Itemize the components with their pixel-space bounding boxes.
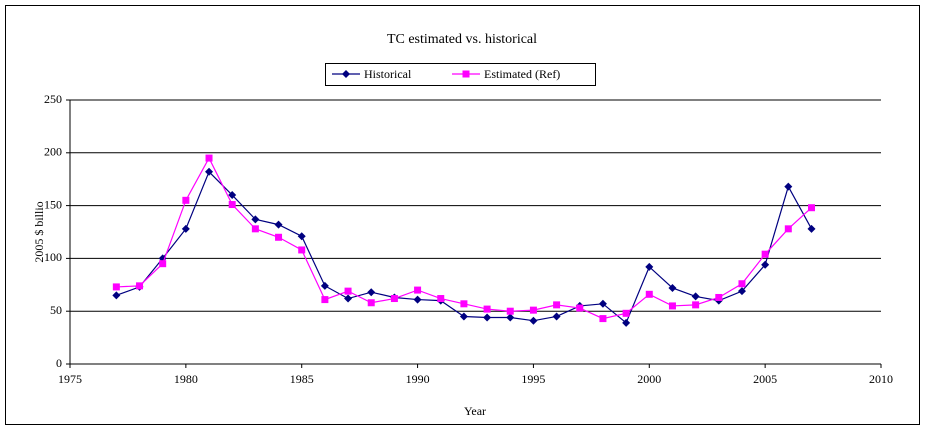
x-tick-label: 1995 [521, 372, 545, 386]
marker [437, 295, 445, 303]
x-tick-label: 1975 [58, 372, 82, 386]
marker [275, 233, 283, 241]
marker [182, 196, 190, 204]
x-tick-label: 2010 [869, 372, 893, 386]
marker [668, 302, 676, 310]
marker [413, 295, 422, 304]
marker [506, 313, 515, 322]
y-tick-label: 50 [50, 303, 62, 317]
marker [668, 283, 677, 292]
marker [274, 220, 283, 229]
marker [367, 299, 375, 307]
marker [483, 305, 491, 313]
marker [297, 232, 306, 241]
x-tick-label: 2000 [637, 372, 661, 386]
marker [807, 224, 816, 233]
marker [390, 295, 398, 303]
y-tick-label: 250 [44, 92, 62, 106]
marker [761, 250, 769, 258]
marker [112, 283, 120, 291]
marker [738, 280, 746, 288]
marker [159, 260, 167, 268]
chart-title: TC estimated vs. historical [387, 32, 537, 47]
marker [737, 287, 746, 296]
marker [622, 318, 631, 327]
marker [205, 167, 214, 176]
marker [552, 312, 561, 321]
marker [462, 70, 470, 78]
marker [228, 191, 237, 200]
legend-label: Historical [364, 67, 412, 81]
x-axis-label: Year [464, 404, 486, 418]
marker [460, 300, 468, 308]
y-axis-label: 2005 $ billio [32, 201, 46, 262]
legend-label: Estimated (Ref) [484, 67, 560, 81]
marker [483, 313, 492, 322]
marker [181, 224, 190, 233]
marker [645, 262, 654, 271]
marker [553, 301, 561, 309]
marker [136, 282, 144, 290]
y-tick-label: 150 [44, 197, 62, 211]
y-tick-label: 0 [56, 356, 62, 370]
marker [205, 154, 213, 162]
marker [506, 307, 514, 315]
marker [112, 291, 121, 300]
x-tick-label: 2005 [753, 372, 777, 386]
x-tick-label: 1990 [406, 372, 430, 386]
marker [320, 281, 329, 290]
marker [715, 293, 723, 301]
marker [251, 225, 259, 233]
marker [367, 288, 376, 297]
marker [342, 70, 350, 78]
marker [761, 260, 770, 269]
y-tick-label: 100 [44, 250, 62, 264]
marker [344, 294, 353, 303]
marker [784, 182, 793, 191]
marker [599, 315, 607, 323]
marker [807, 204, 815, 212]
y-tick-label: 200 [44, 145, 62, 159]
marker [784, 225, 792, 233]
marker [344, 287, 352, 295]
marker [598, 299, 607, 308]
x-tick-label: 1985 [290, 372, 314, 386]
marker [529, 306, 537, 314]
marker [321, 296, 329, 304]
marker [529, 316, 538, 325]
marker [298, 246, 306, 254]
marker [576, 304, 584, 312]
marker [645, 290, 653, 298]
marker [692, 301, 700, 309]
marker [691, 292, 700, 301]
marker [622, 309, 630, 317]
x-tick-label: 1980 [174, 372, 198, 386]
marker [459, 312, 468, 321]
marker [228, 201, 236, 209]
marker [414, 286, 422, 294]
marker [251, 215, 260, 224]
